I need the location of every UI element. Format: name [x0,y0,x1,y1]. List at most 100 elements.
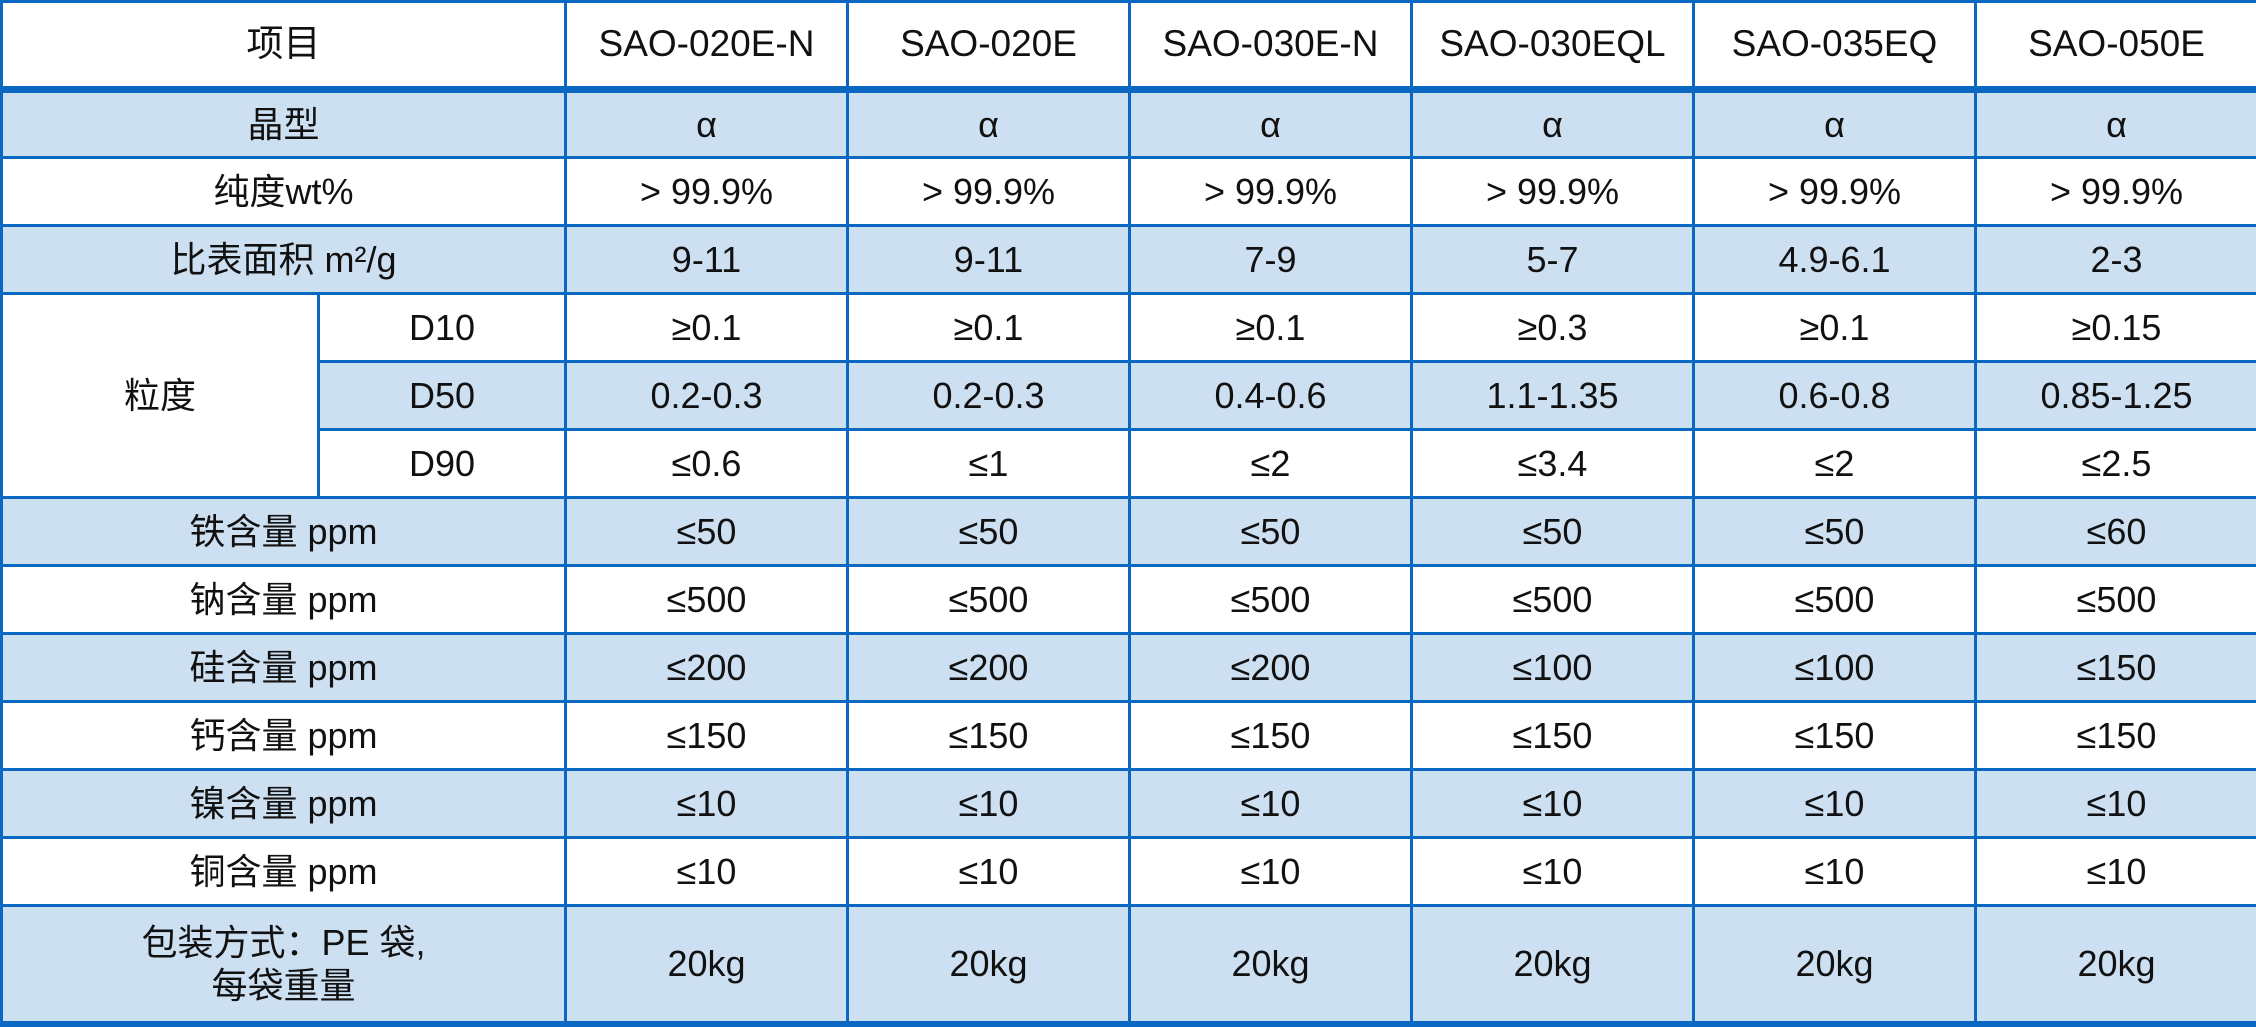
cell: ≤2.5 [1976,430,2256,498]
cell: 9-11 [566,226,848,294]
cell: 20kg [848,906,1130,1024]
cell: ≤60 [1976,498,2256,566]
cell: ≥0.15 [1976,294,2256,362]
row-label: D90 [319,430,566,498]
cell: 7-9 [1130,226,1412,294]
cell: ≤10 [566,770,848,838]
cell: ≤50 [566,498,848,566]
row-label: 晶型 [2,90,566,158]
cell: ≤10 [1130,770,1412,838]
cell: ≥0.1 [1694,294,1976,362]
cell: α [1694,90,1976,158]
row-d10: 粒度 D10 ≥0.1 ≥0.1 ≥0.1 ≥0.3 ≥0.1 ≥0.15 [2,294,2256,362]
row-label: 纯度wt% [2,158,566,226]
cell: 20kg [566,906,848,1024]
cell: > 99.9% [848,158,1130,226]
cell: > 99.9% [1694,158,1976,226]
cell: > 99.9% [1130,158,1412,226]
cell: > 99.9% [1976,158,2256,226]
cell: 4.9-6.1 [1694,226,1976,294]
cell: ≤2 [1694,430,1976,498]
row-iron-content: 铁含量 ppm ≤50 ≤50 ≤50 ≤50 ≤50 ≤60 [2,498,2256,566]
row-calcium-content: 钙含量 ppm ≤150 ≤150 ≤150 ≤150 ≤150 ≤150 [2,702,2256,770]
cell: ≤10 [1694,770,1976,838]
row-label: 镍含量 ppm [2,770,566,838]
cell: ≤10 [566,838,848,906]
cell: ≥0.3 [1412,294,1694,362]
cell: ≤50 [1130,498,1412,566]
cell: 0.2-0.3 [848,362,1130,430]
header-row: 项目 SAO-020E-N SAO-020E SAO-030E-N SAO-03… [2,2,2256,90]
cell: α [566,90,848,158]
cell: > 99.9% [1412,158,1694,226]
cell: ≤1 [848,430,1130,498]
cell: 0.4-0.6 [1130,362,1412,430]
cell: ≤500 [566,566,848,634]
header-product: SAO-030E-N [1130,2,1412,90]
row-label: 铜含量 ppm [2,838,566,906]
cell: ≤50 [1412,498,1694,566]
cell: ≤500 [848,566,1130,634]
cell: ≤10 [1694,838,1976,906]
row-d90: D90 ≤0.6 ≤1 ≤2 ≤3.4 ≤2 ≤2.5 [2,430,2256,498]
cell: 20kg [1412,906,1694,1024]
cell: ≤150 [848,702,1130,770]
cell: ≤50 [848,498,1130,566]
cell: 2-3 [1976,226,2256,294]
header-product: SAO-020E [848,2,1130,90]
particle-size-group-label: 粒度 [2,294,319,498]
cell: ≤500 [1412,566,1694,634]
cell: 5-7 [1412,226,1694,294]
packaging-label-line1: 包装方式：PE 袋, [3,921,564,964]
row-label: 比表面积 m²/g [2,226,566,294]
cell: ≤10 [848,770,1130,838]
cell: ≤500 [1130,566,1412,634]
cell: ≤10 [1412,838,1694,906]
row-packaging: 包装方式：PE 袋, 每袋重量 20kg 20kg 20kg 20kg 20kg… [2,906,2256,1024]
cell: 0.85-1.25 [1976,362,2256,430]
row-label: 钠含量 ppm [2,566,566,634]
cell: 1.1-1.35 [1412,362,1694,430]
cell: α [1976,90,2256,158]
cell: ≤150 [1976,634,2256,702]
cell: 0.6-0.8 [1694,362,1976,430]
header-product: SAO-020E-N [566,2,848,90]
cell: ≤10 [1976,770,2256,838]
row-label: D50 [319,362,566,430]
cell: ≥0.1 [848,294,1130,362]
cell: ≤200 [848,634,1130,702]
row-sodium-content: 钠含量 ppm ≤500 ≤500 ≤500 ≤500 ≤500 ≤500 [2,566,2256,634]
cell: ≤150 [1130,702,1412,770]
cell: α [1130,90,1412,158]
row-surface-area: 比表面积 m²/g 9-11 9-11 7-9 5-7 4.9-6.1 2-3 [2,226,2256,294]
cell: ≤500 [1976,566,2256,634]
cell: ≤200 [566,634,848,702]
cell: ≤10 [1130,838,1412,906]
cell: 20kg [1976,906,2256,1024]
cell: ≤0.6 [566,430,848,498]
cell: ≤150 [1976,702,2256,770]
header-product: SAO-030EQL [1412,2,1694,90]
cell: ≤150 [1694,702,1976,770]
cell: α [848,90,1130,158]
cell: ≤10 [1976,838,2256,906]
header-item: 项目 [2,2,566,90]
cell: ≤100 [1694,634,1976,702]
row-label: 铁含量 ppm [2,498,566,566]
row-label: 钙含量 ppm [2,702,566,770]
cell: 20kg [1130,906,1412,1024]
cell: 0.2-0.3 [566,362,848,430]
packaging-label-line2: 每袋重量 [3,964,564,1007]
cell: ≤200 [1130,634,1412,702]
cell: ≤3.4 [1412,430,1694,498]
cell: ≤150 [566,702,848,770]
row-nickel-content: 镍含量 ppm ≤10 ≤10 ≤10 ≤10 ≤10 ≤10 [2,770,2256,838]
row-label: D10 [319,294,566,362]
cell: ≤2 [1130,430,1412,498]
row-d50: D50 0.2-0.3 0.2-0.3 0.4-0.6 1.1-1.35 0.6… [2,362,2256,430]
cell: ≥0.1 [1130,294,1412,362]
cell: 9-11 [848,226,1130,294]
cell: ≤10 [1412,770,1694,838]
row-crystal-type: 晶型 α α α α α α [2,90,2256,158]
